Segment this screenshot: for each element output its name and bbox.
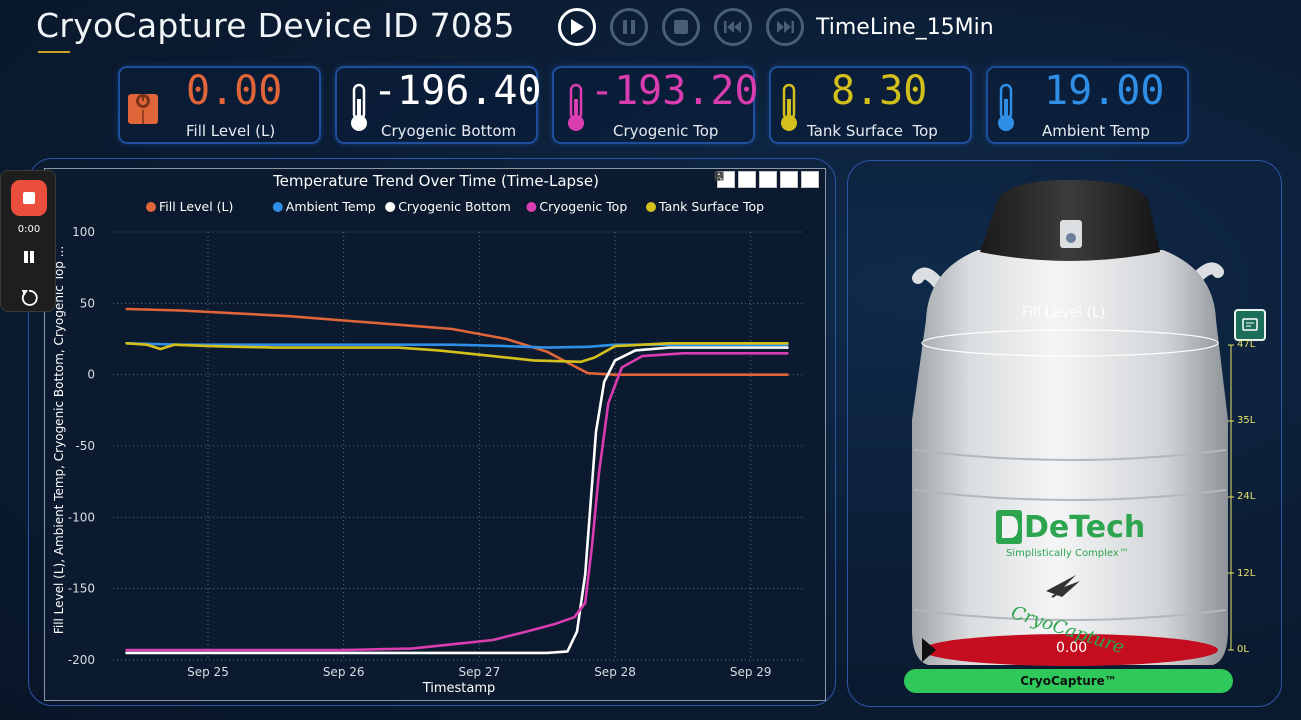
tank-panel bbox=[847, 160, 1282, 707]
x-tick-label: Sep 26 bbox=[323, 665, 365, 679]
playback-controls: TimeLine_15Min bbox=[558, 5, 994, 49]
kpi-ambient-temp: 19.00 Ambient Temp bbox=[986, 66, 1189, 144]
kpi-fill-level: 0.00 Fill Level (L) bbox=[118, 66, 321, 144]
y-tick-label: 0 bbox=[87, 368, 95, 382]
chart-panel bbox=[28, 158, 836, 706]
series-line bbox=[125, 307, 789, 376]
kpi-cryogenic-bottom-label: Cryogenic Bottom bbox=[381, 122, 517, 140]
y-axis-label: Fill Level (L), Ambient Temp, Cryogenic … bbox=[52, 246, 66, 634]
tank-fill-value: 0.00 bbox=[1056, 640, 1088, 656]
kpi-cryogenic-top-value: -193.20 bbox=[590, 68, 759, 114]
y-tick-label: -150 bbox=[68, 582, 95, 596]
x-tick-label: Sep 27 bbox=[459, 665, 501, 679]
scale-24l: 24L bbox=[1237, 491, 1256, 502]
more-options-icon[interactable] bbox=[715, 171, 819, 188]
kpi-tank-surface-top: 8.30 Tank Surface Top bbox=[769, 66, 972, 144]
bird-logo bbox=[1046, 575, 1080, 598]
next-button[interactable] bbox=[766, 8, 804, 46]
kpi-cryogenic-top: -193.20 Cryogenic Top bbox=[552, 66, 759, 144]
y-tick-label: -200 bbox=[68, 653, 95, 667]
chart-title: Temperature Trend Over Time (Time-Lapse) bbox=[272, 172, 599, 190]
legend-marker bbox=[272, 202, 283, 212]
dashboard-title: CryoCapture Device ID 7085 bbox=[36, 6, 515, 45]
x-axis-label: Timestamp bbox=[422, 681, 496, 696]
temperature-chart[interactable]: Temperature Trend Over Time (Time-Lapse)… bbox=[44, 168, 826, 701]
recorder-time: 0:00 bbox=[17, 224, 41, 235]
tank-fill-label: Fill Level (L) bbox=[1022, 305, 1106, 321]
legend-marker bbox=[646, 202, 656, 212]
legend-entry: Cryogenic Bottom bbox=[398, 199, 511, 214]
y-tick-label: 100 bbox=[72, 225, 95, 239]
thermometer-icon bbox=[568, 83, 584, 131]
series-line bbox=[125, 342, 789, 364]
legend-marker bbox=[385, 202, 396, 212]
visual-toolbar bbox=[714, 171, 819, 188]
kpi-cryogenic-top-label: Cryogenic Top bbox=[613, 122, 719, 140]
y-tick-label: -50 bbox=[75, 439, 95, 453]
stop-button[interactable] bbox=[662, 8, 700, 46]
kpi-cryogenic-bottom: -196.40 Cryogenic Bottom bbox=[335, 66, 542, 144]
kpi-fill-level-label: Fill Level (L) bbox=[186, 122, 276, 140]
legend-marker bbox=[146, 202, 156, 212]
legend-marker bbox=[526, 202, 537, 212]
thermometer-icon bbox=[781, 83, 797, 131]
thermometer-icon bbox=[998, 83, 1014, 131]
previous-button[interactable] bbox=[714, 8, 752, 46]
recorder-pause-icon[interactable] bbox=[23, 251, 35, 263]
recorder-restart-icon[interactable] bbox=[19, 288, 39, 308]
timeline-label: TimeLine_15Min bbox=[816, 14, 994, 40]
thermometer-icon bbox=[351, 83, 367, 131]
scale-12l: 12L bbox=[1237, 568, 1256, 579]
scale-35l: 35L bbox=[1237, 415, 1256, 426]
y-tick-label: -100 bbox=[68, 510, 95, 524]
visual-card-icon bbox=[1242, 318, 1258, 331]
scale-47l: 47L bbox=[1237, 339, 1256, 350]
play-button[interactable] bbox=[558, 8, 596, 46]
screen-recorder-widget: 0:00 bbox=[0, 170, 56, 312]
pause-button[interactable] bbox=[610, 8, 648, 46]
detech-logo bbox=[996, 510, 1022, 544]
bell-icon[interactable] bbox=[715, 171, 756, 188]
skip-back-icon bbox=[724, 21, 741, 33]
pause-icon bbox=[623, 20, 635, 34]
focus-mode-icon[interactable] bbox=[714, 171, 798, 188]
kpi-tank-surface-top-label: Tank Surface Top bbox=[807, 122, 938, 140]
title-underline bbox=[38, 51, 70, 53]
legend-entry: Cryogenic Top bbox=[539, 199, 627, 214]
scale-0l: 0L bbox=[1237, 644, 1249, 655]
cryo-tank-illustration bbox=[912, 180, 1234, 666]
series-line bbox=[125, 346, 789, 655]
fill-level-icon bbox=[128, 94, 158, 124]
kpi-tank-surface-top-value: 8.30 bbox=[831, 68, 928, 114]
filter-icon[interactable] bbox=[715, 171, 777, 188]
x-tick-label: Sep 25 bbox=[187, 665, 229, 679]
tank-name-bar: CryoCapture™ bbox=[904, 669, 1233, 693]
tank-view-button[interactable] bbox=[1234, 309, 1266, 341]
legend-entry: Fill Level (L) bbox=[159, 199, 233, 214]
legend-entry: Tank Surface Top bbox=[658, 199, 764, 214]
x-tick-label: Sep 28 bbox=[594, 665, 636, 679]
stop-icon bbox=[674, 20, 688, 34]
kpi-ambient-temp-label: Ambient Temp bbox=[1042, 122, 1150, 140]
x-tick-label: Sep 29 bbox=[730, 665, 772, 679]
temperature-chart-svg: Temperature Trend Over Time (Time-Lapse)… bbox=[52, 172, 805, 696]
brand-tagline: Simplistically Complex™ bbox=[1006, 548, 1129, 559]
legend-entry: Ambient Temp bbox=[286, 199, 376, 214]
record-stop-button[interactable] bbox=[11, 180, 47, 216]
kpi-cryogenic-bottom-value: -196.40 bbox=[373, 68, 542, 114]
series-line bbox=[125, 352, 789, 652]
y-tick-label: 50 bbox=[80, 296, 95, 310]
brand-name: DeTech bbox=[1024, 510, 1146, 545]
play-icon bbox=[571, 19, 584, 35]
level-marker-icon bbox=[922, 638, 936, 662]
skip-forward-icon bbox=[777, 21, 794, 33]
kpi-fill-level-value: 0.00 bbox=[186, 68, 283, 114]
kpi-ambient-temp-value: 19.00 bbox=[1044, 68, 1165, 114]
